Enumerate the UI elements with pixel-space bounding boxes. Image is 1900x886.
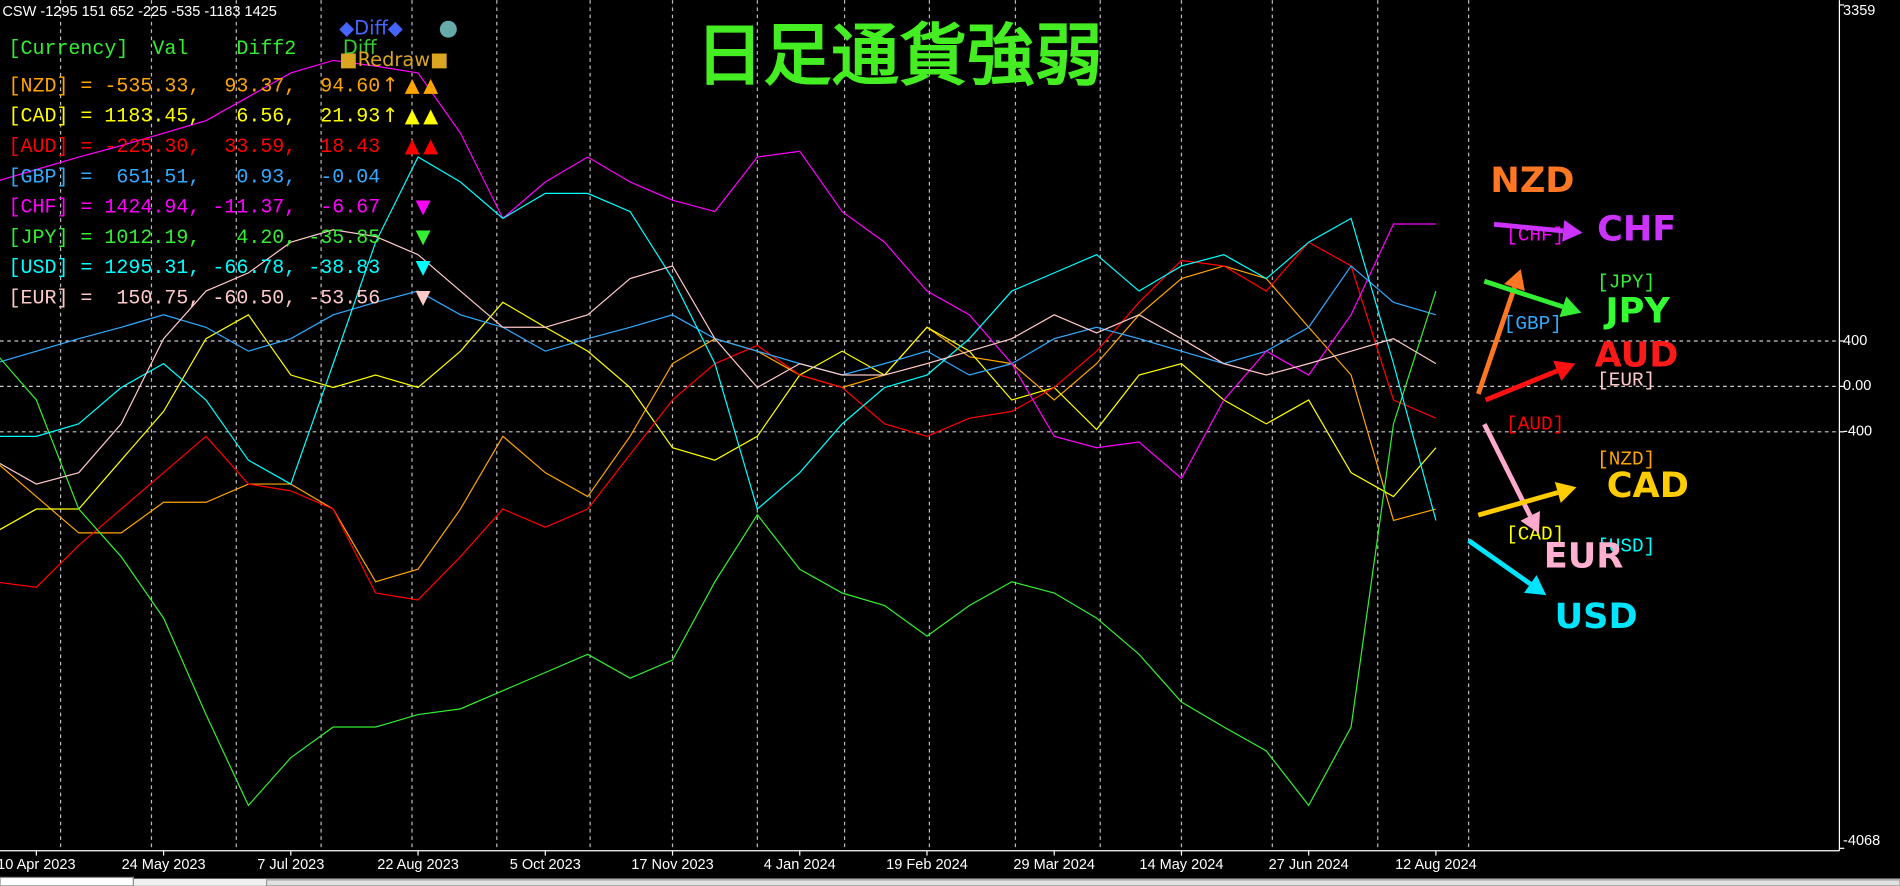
trend-marks: ▼ xyxy=(416,195,435,218)
arrow-head xyxy=(1553,360,1576,382)
x-tick-label: 19 Feb 2024 xyxy=(886,857,968,873)
lines-layer xyxy=(0,59,1437,807)
arrow-head xyxy=(1554,482,1577,504)
arrow-shaft xyxy=(1493,221,1564,234)
arrow-shaft xyxy=(1467,538,1532,586)
x-tick-label: 14 May 2024 xyxy=(1139,857,1223,873)
x-tick-label: 12 Aug 2024 xyxy=(1395,857,1477,873)
strength-label: NZD xyxy=(1490,160,1574,201)
annotations: [NZD][CAD][AUD][GBP][CHF][JPY][USD][EUR]… xyxy=(1467,160,1689,637)
series-line xyxy=(0,290,1437,807)
scrollbar[interactable] xyxy=(265,879,1900,886)
diff-toggle-button[interactable]: ◆Diff◆ xyxy=(339,17,403,40)
trend-marks: ▼ xyxy=(416,286,435,309)
panel-row: [EUR] = 150.75, -60.50, -53.56 xyxy=(8,287,380,310)
series-line xyxy=(0,59,1436,480)
x-tick-label: 10 Apr 2023 xyxy=(0,857,76,873)
arrow-head xyxy=(1559,296,1582,318)
x-tick-label: 27 Jun 2024 xyxy=(1269,857,1349,873)
strength-label: CAD xyxy=(1607,465,1689,506)
panel: [NZD] = -535.33, 93.37, 94.60 ↑ ▲▲ [CAD] = … xyxy=(8,73,442,311)
trend-arrow: ↑ xyxy=(382,103,399,127)
x-tick-label: 24 May 2023 xyxy=(122,857,206,873)
chart-title: 日足通貨強弱 xyxy=(696,17,1103,96)
panel-row: [AUD] = -225.30, 33.59, 18.43 xyxy=(8,136,380,159)
y-tick-label: -4068 xyxy=(1843,833,1880,849)
x-tick-label: 7 Jul 2023 xyxy=(257,857,324,873)
trend-marks: ▲▲ xyxy=(405,104,442,127)
series-label: [USD] xyxy=(1597,536,1655,558)
x-tick-label: 4 Jan 2024 xyxy=(764,857,836,873)
tab[interactable] xyxy=(0,876,134,886)
arrow-head xyxy=(1524,575,1547,596)
trend-marks: ▲▲ xyxy=(405,134,442,157)
arrow-shaft xyxy=(1484,368,1559,403)
y-tick-label: 400 xyxy=(1843,333,1867,349)
series-label: [NZD] xyxy=(1597,448,1655,470)
strength-label: JPY xyxy=(1604,291,1671,332)
diff-label: Diff xyxy=(343,36,377,59)
arrow-head xyxy=(1520,511,1540,534)
panel-row: [JPY] = 1012.19, 4.20, -35.85 xyxy=(8,227,380,250)
panel-header: [Currency] Val Diff2 xyxy=(8,38,296,61)
strength-label: EUR xyxy=(1544,536,1624,577)
panel-row: [GBP] = 651.51, 0.93, -0.04 xyxy=(8,166,380,189)
status-dot[interactable] xyxy=(439,20,457,38)
arrow-shaft xyxy=(1477,490,1559,518)
strength-label: CHF xyxy=(1597,208,1676,249)
x-tick-label: 29 Mar 2024 xyxy=(1013,857,1095,873)
panel-row: [CAD] = 1183.45, 6.56, 21.93 xyxy=(8,106,380,129)
indicator-label: CSW -1295 151 652 -225 -535 -1183 1425 xyxy=(2,4,276,20)
trend-marks: ▲▲ xyxy=(405,74,442,97)
trend-marks: ▼ xyxy=(416,255,435,278)
arrow-shaft xyxy=(1476,286,1517,395)
panel-row: [NZD] = -535.33, 93.37, 94.60 xyxy=(8,75,380,98)
y-tick-label: 3359 xyxy=(1843,3,1875,19)
series-line xyxy=(0,229,1437,485)
y-tick-label: 0.00 xyxy=(1843,378,1871,394)
arrow-head xyxy=(1504,269,1525,291)
redraw-button[interactable]: ■Redraw■ xyxy=(339,48,448,71)
x-tick-label: 5 Oct 2023 xyxy=(510,857,581,873)
y-tick-label: -400 xyxy=(1843,424,1872,440)
strength-label: AUD xyxy=(1595,334,1679,375)
series-line xyxy=(0,156,1437,521)
x-tick-label: 22 Aug 2023 xyxy=(377,857,459,873)
trend-arrow: ↑ xyxy=(382,73,399,97)
series-label: [EUR] xyxy=(1597,370,1655,392)
panel-row: [USD] = 1295.31, -66.78, -38.83 xyxy=(8,257,380,280)
x-tick-label: 17 Nov 2023 xyxy=(631,857,713,873)
series-label: [JPY] xyxy=(1597,272,1655,294)
arrow-shaft xyxy=(1483,278,1564,310)
trend-marks: ▼ xyxy=(416,225,435,248)
series-label: [AUD] xyxy=(1506,413,1564,435)
series-line xyxy=(0,301,1437,531)
strength-label: USD xyxy=(1555,596,1638,637)
series-label: [CAD] xyxy=(1506,524,1564,546)
panel-row: [CHF] = 1424.94, -11.37, -6.67 xyxy=(8,197,380,220)
arrow-head xyxy=(1562,220,1583,242)
series-label: [GBP] xyxy=(1504,313,1562,335)
